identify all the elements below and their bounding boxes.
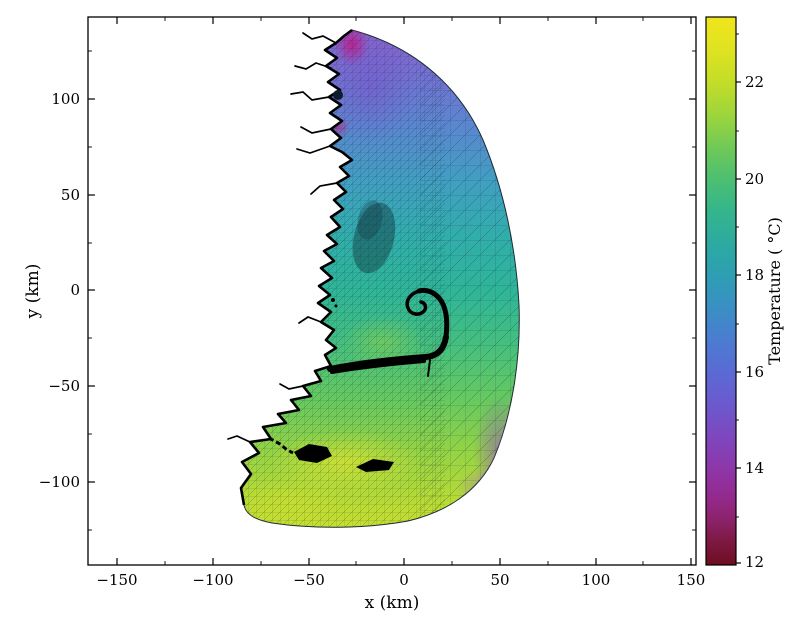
x-tick-label: 100 (582, 571, 611, 589)
colorbar-ticks (736, 81, 741, 564)
marthas-vineyard-island (294, 444, 332, 463)
coastline (239, 28, 354, 506)
colorbar-tick-label: 16 (745, 363, 764, 381)
nantucket-island (356, 459, 394, 472)
axes-frame (87, 16, 697, 566)
elizabeth-islands (268, 436, 294, 455)
colorbar-minor-ticks (736, 33, 739, 518)
colorbar-tick-label: 12 (745, 553, 764, 571)
harbor-islet (334, 304, 338, 308)
x-tick-label: −50 (293, 571, 325, 589)
y-tick-label: 50 (61, 186, 80, 204)
x-tick-label: −150 (96, 571, 137, 589)
colorbar-tick-label: 20 (745, 170, 764, 188)
x-tick-label: 150 (677, 571, 706, 589)
y-axis-ticks (88, 98, 696, 483)
y-axis-minor-ticks (88, 50, 696, 531)
x-tick-label: 0 (399, 571, 409, 589)
cape-cod-land (327, 287, 450, 377)
x-axis-minor-ticks (164, 17, 644, 565)
river-squiggles (227, 32, 338, 443)
x-tick-label: 50 (490, 571, 509, 589)
y-axis-title: y (km) (23, 264, 43, 320)
y-tick-label: 100 (51, 90, 80, 108)
colorbar-title: Temperature ( °C) (765, 217, 784, 365)
y-tick-label: −100 (39, 473, 80, 491)
y-tick-label: 0 (70, 281, 80, 299)
colorbar-tick-label: 22 (745, 73, 764, 91)
y-tick-label: −50 (48, 377, 80, 395)
colorbar-tick-label: 14 (745, 459, 764, 477)
harbor-islet (331, 298, 335, 302)
colorbar-tick-label: 18 (745, 266, 764, 284)
x-axis-ticks (116, 17, 692, 565)
x-tick-label: −100 (192, 571, 233, 589)
x-axis-title: x (km) (365, 593, 420, 613)
dark-offshore-spot (333, 90, 343, 100)
colorbar-gradient (705, 16, 737, 566)
monomoy-spit (427, 359, 431, 377)
